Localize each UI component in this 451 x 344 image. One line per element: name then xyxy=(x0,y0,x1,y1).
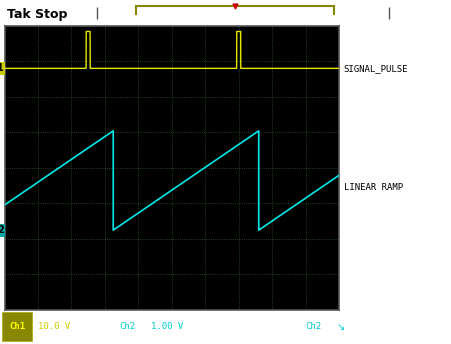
Text: 1.16 V: 1.16 V xyxy=(350,322,382,331)
Text: 10.0 V: 10.0 V xyxy=(38,322,70,331)
Text: Ch2: Ch2 xyxy=(120,322,136,331)
Text: 1: 1 xyxy=(0,63,4,73)
Text: LINEAR RAMP: LINEAR RAMP xyxy=(343,183,402,192)
Text: A: A xyxy=(291,322,296,331)
Text: M40.0ms: M40.0ms xyxy=(223,322,261,331)
Text: ↘: ↘ xyxy=(336,322,344,332)
Text: Tak Stop: Tak Stop xyxy=(7,8,67,21)
Text: SIGNAL_PULSE: SIGNAL_PULSE xyxy=(343,64,407,73)
Text: 1.00 V: 1.00 V xyxy=(151,322,183,331)
FancyBboxPatch shape xyxy=(2,312,32,341)
Text: 2: 2 xyxy=(0,225,4,235)
Text: Ch1: Ch1 xyxy=(9,322,25,331)
Text: Ch2: Ch2 xyxy=(304,322,321,331)
